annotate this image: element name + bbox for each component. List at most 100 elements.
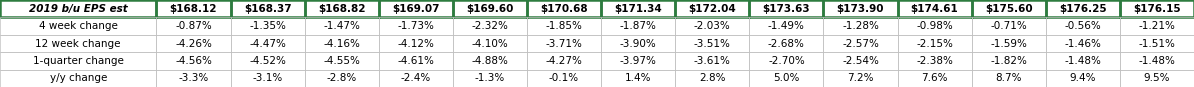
Bar: [1046, 52, 1120, 70]
Bar: [304, 70, 378, 87]
Bar: [378, 0, 453, 17]
Bar: [378, 52, 453, 70]
Text: -1.35%: -1.35%: [250, 21, 287, 31]
Bar: [156, 17, 230, 35]
Bar: [972, 35, 1046, 52]
Bar: [156, 70, 230, 87]
Text: -2.03%: -2.03%: [694, 21, 731, 31]
Text: -1.85%: -1.85%: [546, 21, 583, 31]
Bar: [676, 0, 750, 17]
Bar: [230, 35, 304, 52]
Text: -2.15%: -2.15%: [916, 39, 953, 48]
Text: -1.59%: -1.59%: [990, 39, 1027, 48]
Bar: [304, 52, 378, 70]
Bar: [1046, 52, 1120, 70]
Bar: [898, 17, 972, 35]
Bar: [0, 35, 156, 52]
Text: -3.1%: -3.1%: [252, 73, 283, 83]
Bar: [527, 35, 601, 52]
Text: 5.0%: 5.0%: [774, 73, 800, 83]
Bar: [898, 0, 972, 17]
Bar: [453, 70, 527, 87]
Text: -1.73%: -1.73%: [398, 21, 435, 31]
Text: -3.97%: -3.97%: [620, 56, 657, 66]
Bar: [601, 35, 676, 52]
Text: 8.7%: 8.7%: [996, 73, 1022, 83]
Text: -4.27%: -4.27%: [546, 56, 583, 66]
Bar: [1120, 52, 1194, 70]
Text: $171.34: $171.34: [614, 4, 661, 14]
Bar: [230, 17, 304, 35]
Bar: [972, 52, 1046, 70]
Text: -4.61%: -4.61%: [398, 56, 435, 66]
Bar: [1120, 0, 1194, 17]
Bar: [750, 17, 824, 35]
Text: 9.4%: 9.4%: [1070, 73, 1096, 83]
Text: -2.54%: -2.54%: [842, 56, 879, 66]
Text: -2.70%: -2.70%: [768, 56, 805, 66]
Bar: [1046, 0, 1120, 17]
Bar: [378, 35, 453, 52]
Bar: [230, 52, 304, 70]
Bar: [676, 35, 750, 52]
Bar: [750, 70, 824, 87]
Bar: [0, 0, 156, 17]
Text: $169.60: $169.60: [466, 4, 513, 14]
Bar: [0, 0, 156, 17]
Bar: [1046, 70, 1120, 87]
Bar: [156, 0, 230, 17]
Bar: [453, 35, 527, 52]
Text: -4.52%: -4.52%: [250, 56, 287, 66]
Text: -1.49%: -1.49%: [768, 21, 805, 31]
Bar: [156, 70, 230, 87]
Bar: [304, 35, 378, 52]
Bar: [601, 0, 676, 17]
Text: $169.07: $169.07: [392, 4, 439, 14]
Bar: [972, 0, 1046, 17]
Text: -2.8%: -2.8%: [327, 73, 357, 83]
Text: $173.90: $173.90: [837, 4, 885, 14]
Text: -4.88%: -4.88%: [472, 56, 509, 66]
Bar: [527, 35, 601, 52]
Bar: [824, 0, 898, 17]
Text: -1.47%: -1.47%: [324, 21, 361, 31]
Bar: [898, 35, 972, 52]
Bar: [824, 0, 898, 17]
Text: -1.28%: -1.28%: [842, 21, 879, 31]
Bar: [378, 0, 453, 17]
Bar: [601, 17, 676, 35]
Bar: [156, 17, 230, 35]
Bar: [1046, 17, 1120, 35]
Text: -1.87%: -1.87%: [620, 21, 657, 31]
Bar: [304, 52, 378, 70]
Text: $175.60: $175.60: [985, 4, 1033, 14]
Bar: [1120, 17, 1194, 35]
Bar: [824, 52, 898, 70]
Text: -2.38%: -2.38%: [916, 56, 953, 66]
Bar: [972, 35, 1046, 52]
Text: -3.61%: -3.61%: [694, 56, 731, 66]
Text: -0.1%: -0.1%: [549, 73, 579, 83]
Bar: [304, 0, 378, 17]
Bar: [304, 17, 378, 35]
Bar: [527, 52, 601, 70]
Bar: [453, 52, 527, 70]
Bar: [972, 17, 1046, 35]
Text: 7.6%: 7.6%: [922, 73, 948, 83]
Bar: [750, 35, 824, 52]
Bar: [676, 70, 750, 87]
Bar: [1120, 0, 1194, 17]
Text: -0.87%: -0.87%: [176, 21, 211, 31]
Bar: [750, 52, 824, 70]
Bar: [527, 70, 601, 87]
Bar: [230, 35, 304, 52]
Text: -2.57%: -2.57%: [842, 39, 879, 48]
Bar: [824, 52, 898, 70]
Bar: [304, 35, 378, 52]
Bar: [156, 0, 230, 17]
Bar: [898, 0, 972, 17]
Bar: [1046, 17, 1120, 35]
Text: $168.82: $168.82: [318, 4, 365, 14]
Bar: [601, 35, 676, 52]
Bar: [527, 70, 601, 87]
